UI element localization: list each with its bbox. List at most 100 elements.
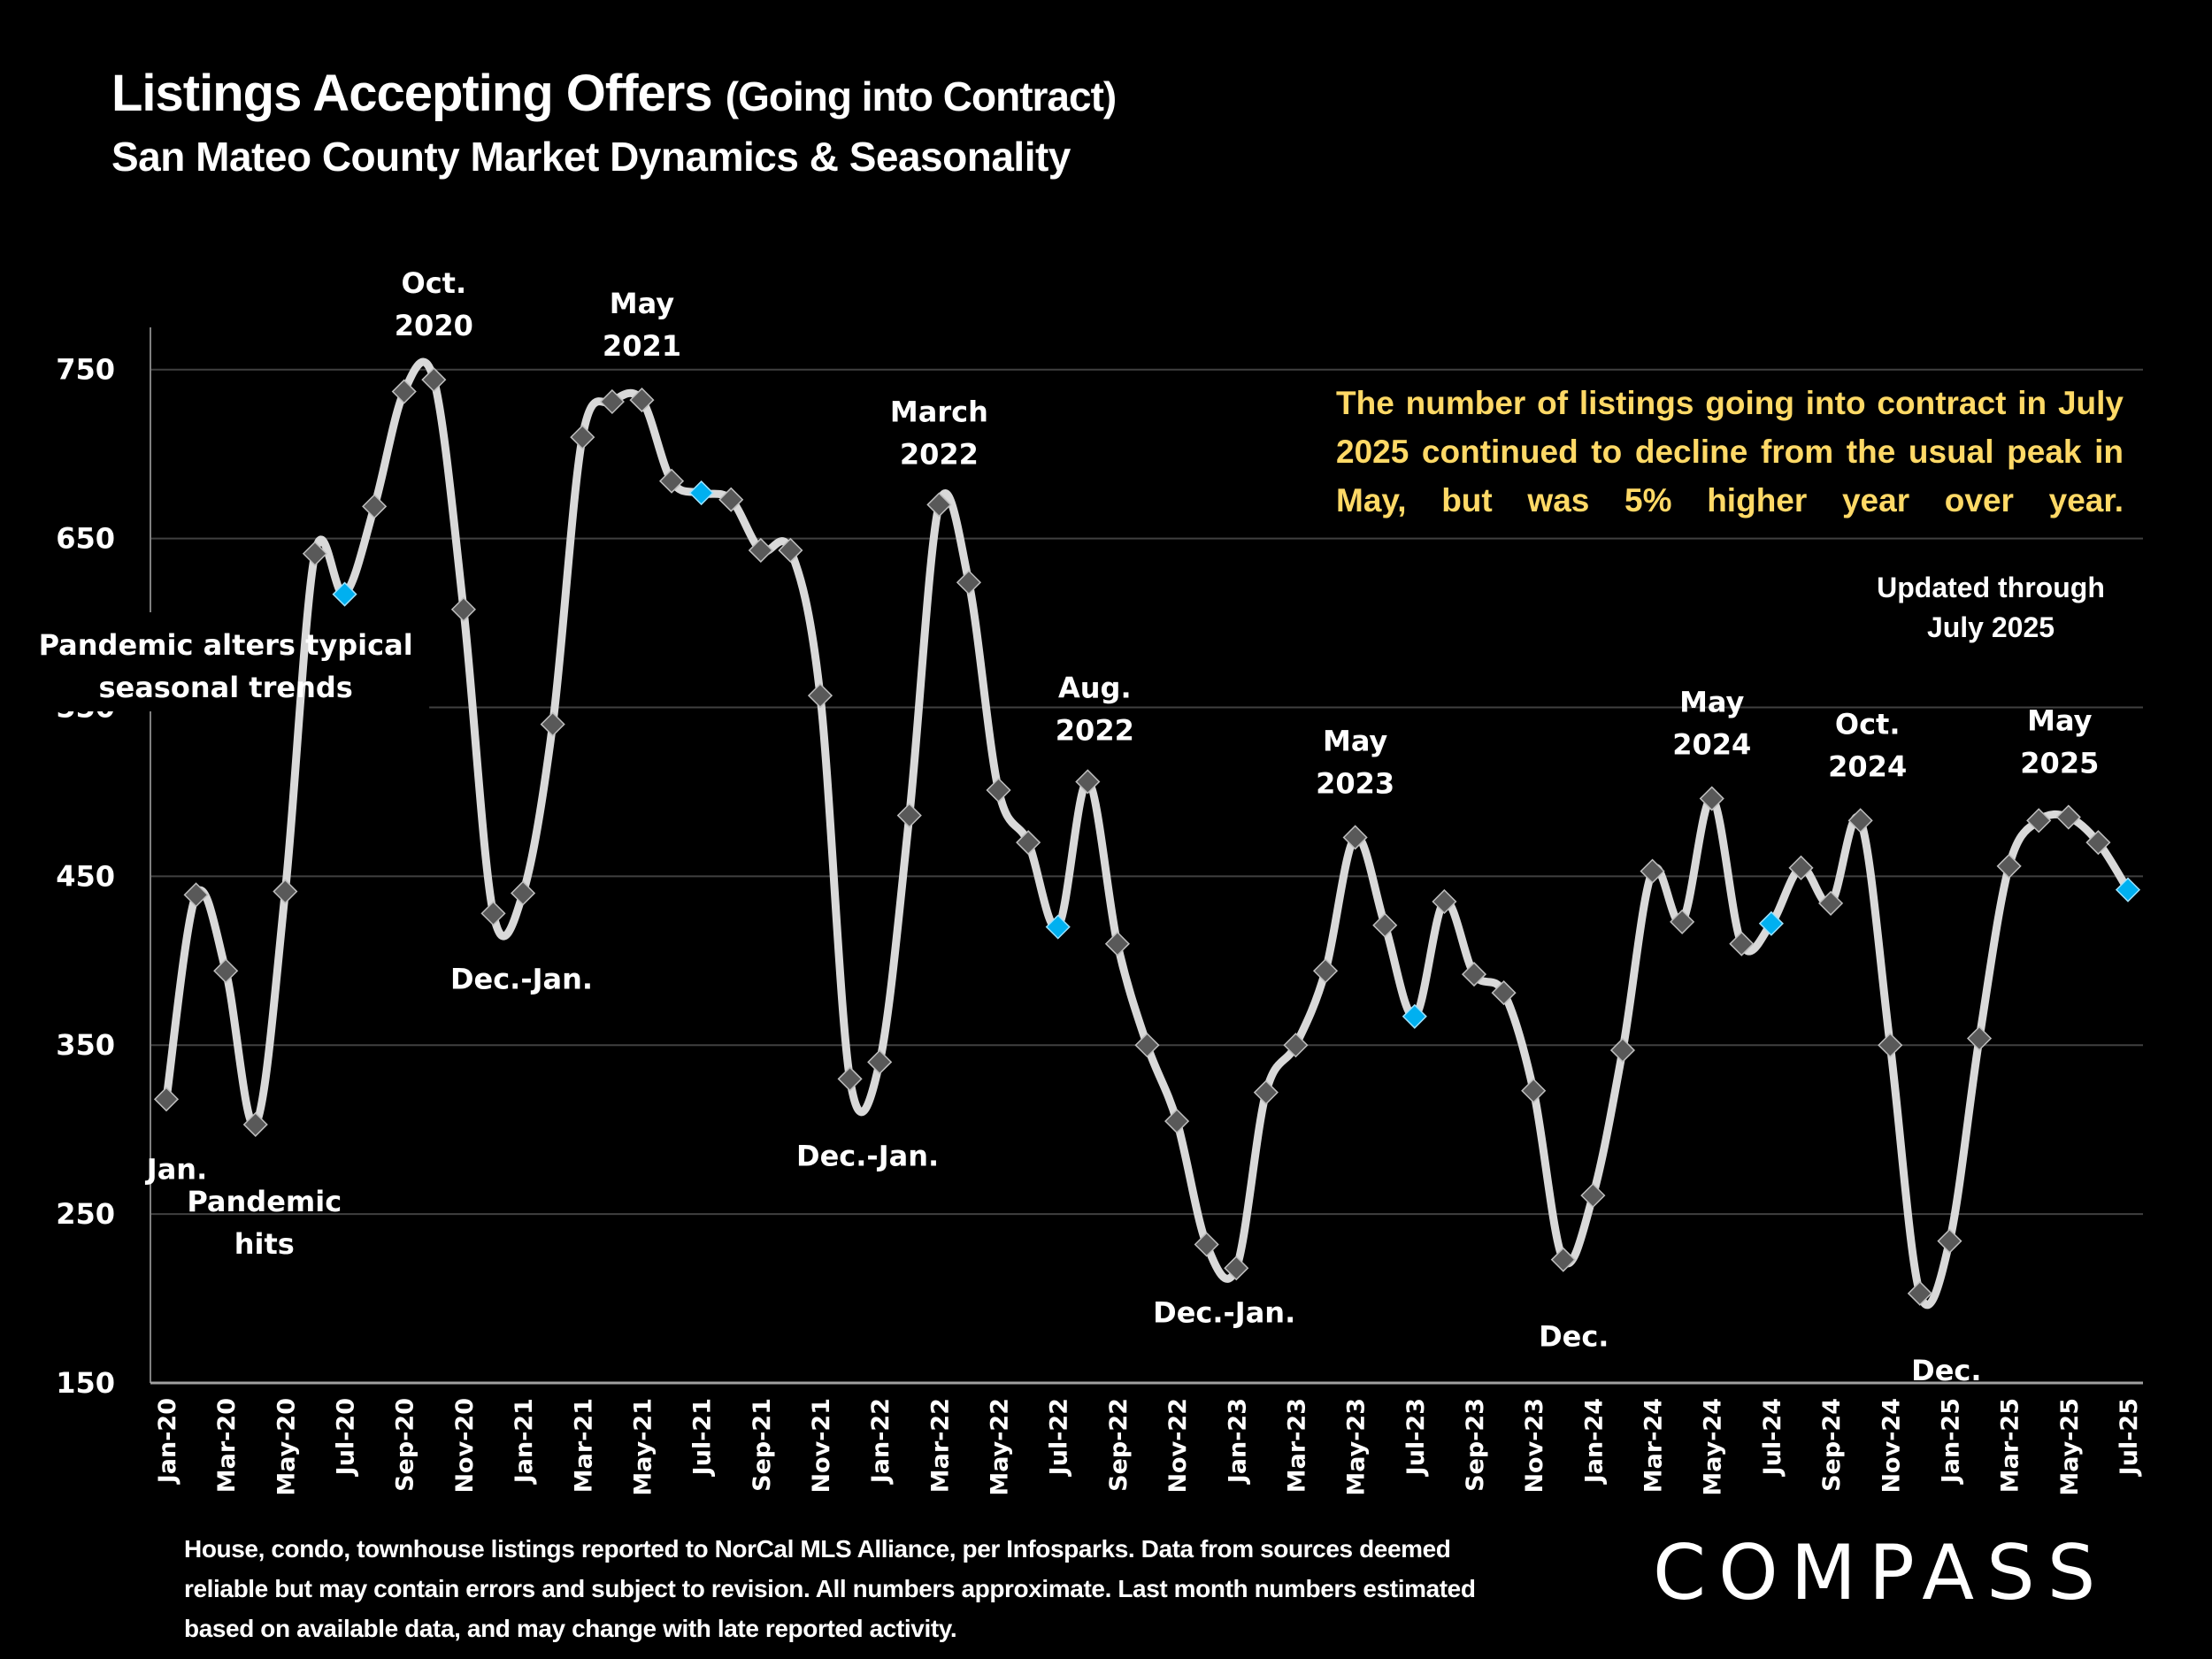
x-tick-label: Jul-21 bbox=[689, 1398, 717, 1477]
title-paren: (Going into Contract) bbox=[725, 73, 1117, 119]
y-tick-label: 450 bbox=[56, 859, 115, 893]
highlighted-data-point bbox=[1045, 914, 1071, 940]
data-point bbox=[1164, 1109, 1190, 1134]
annotation-label: Pandemic alters typical bbox=[39, 628, 413, 662]
data-point bbox=[1640, 858, 1665, 884]
annotation-label: May bbox=[2027, 704, 2092, 738]
data-point bbox=[1878, 1033, 1903, 1058]
data-point bbox=[807, 683, 833, 709]
data-point bbox=[2085, 830, 2111, 856]
data-point bbox=[1283, 1033, 1309, 1058]
x-tick-label: Jul-23 bbox=[1402, 1398, 1430, 1477]
data-point bbox=[1075, 769, 1101, 795]
annotation-label: May bbox=[1323, 724, 1387, 757]
annotation-backgrounds bbox=[22, 612, 430, 711]
data-point bbox=[2055, 804, 2081, 830]
data-point bbox=[629, 388, 655, 413]
y-tick-label: 750 bbox=[56, 353, 115, 387]
data-point bbox=[302, 541, 328, 566]
x-tick-label: May-20 bbox=[273, 1398, 300, 1496]
x-tick-label: Mar-25 bbox=[1997, 1398, 2024, 1493]
data-point bbox=[1432, 888, 1457, 915]
data-point bbox=[362, 494, 388, 519]
data-point bbox=[480, 901, 506, 926]
x-tick-label: Mar-23 bbox=[1283, 1398, 1310, 1493]
annotation-label: 2022 bbox=[1056, 713, 1134, 747]
x-axis: Jan-20 Mar-20 May-20 Jul-20 Sep-20 Nov-20 Jan-… bbox=[150, 1381, 2143, 1496]
data-point bbox=[1609, 1037, 1636, 1064]
annotation-label: Aug. bbox=[1058, 671, 1132, 704]
annotation-label: March bbox=[890, 395, 988, 428]
x-tick-label: Sep-20 bbox=[392, 1398, 419, 1492]
data-point bbox=[2026, 808, 2052, 833]
data-point bbox=[1461, 962, 1487, 987]
updated-line-2: July 2025 bbox=[1926, 611, 2055, 643]
data-point bbox=[1580, 1183, 1606, 1209]
annotation-label: Dec.-Jan. bbox=[1153, 1295, 1295, 1329]
annotation-label: Oct. bbox=[1835, 707, 1901, 741]
data-point bbox=[896, 803, 922, 828]
data-point bbox=[273, 879, 298, 904]
data-point bbox=[1372, 912, 1398, 938]
x-tick-label: Jan-23 bbox=[1224, 1398, 1251, 1485]
y-tick-label: 150 bbox=[56, 1366, 115, 1400]
highlighted-data-point bbox=[2115, 877, 2141, 902]
data-point bbox=[1312, 958, 1339, 984]
x-tick-label: Mar-22 bbox=[926, 1398, 954, 1493]
x-tick-label: Sep-24 bbox=[1818, 1398, 1846, 1492]
annotation-label: Dec. bbox=[1911, 1354, 1981, 1387]
data-point bbox=[837, 1066, 863, 1092]
data-point bbox=[1847, 808, 1873, 833]
x-tick-label: Sep-21 bbox=[749, 1398, 776, 1492]
data-point bbox=[1996, 853, 2022, 879]
x-tick-label: May-25 bbox=[2056, 1398, 2084, 1496]
data-point bbox=[213, 958, 239, 984]
x-tick-label: Nov-24 bbox=[1878, 1398, 1905, 1494]
data-markers bbox=[153, 367, 2141, 1306]
x-tick-label: Jan-24 bbox=[1580, 1398, 1608, 1485]
annotation-label: 2022 bbox=[900, 437, 979, 471]
data-point bbox=[1521, 1078, 1547, 1103]
annotation-label: Jan. bbox=[145, 1152, 207, 1186]
annotation-label: 2020 bbox=[395, 309, 473, 342]
annotation-label: May bbox=[1679, 686, 1744, 719]
data-point bbox=[1907, 1280, 1932, 1306]
x-tick-label: May-21 bbox=[629, 1398, 657, 1496]
data-point bbox=[1937, 1228, 1962, 1254]
annotation-label: 2021 bbox=[603, 329, 681, 363]
data-point bbox=[748, 537, 773, 564]
data-point bbox=[778, 537, 803, 564]
x-tick-label: May-23 bbox=[1343, 1398, 1371, 1496]
x-tick-label: Jan-25 bbox=[1937, 1398, 1964, 1485]
data-point bbox=[391, 379, 417, 404]
data-point bbox=[956, 570, 982, 595]
y-tick-label: 650 bbox=[56, 522, 115, 556]
y-axis: 150250350450550650750 bbox=[56, 327, 151, 1400]
annotation-label: Dec. bbox=[1539, 1320, 1609, 1354]
title-main: Listings Accepting Offers bbox=[111, 65, 713, 122]
x-tick-label: Jul-22 bbox=[1046, 1398, 1073, 1477]
annotation-label: Dec.-Jan. bbox=[450, 962, 593, 995]
data-point bbox=[1670, 909, 1695, 934]
x-tick-label: May-24 bbox=[1700, 1398, 1727, 1496]
data-point bbox=[570, 425, 595, 450]
x-tick-label: May-22 bbox=[987, 1398, 1014, 1496]
chart-title: Listings Accepting Offers (Going into Co… bbox=[111, 64, 1117, 123]
data-point bbox=[599, 388, 625, 415]
data-point bbox=[1550, 1247, 1576, 1272]
data-point bbox=[1729, 931, 1755, 956]
data-point bbox=[1966, 1025, 1993, 1051]
x-tick-label: Jul-20 bbox=[333, 1398, 360, 1477]
data-point bbox=[511, 880, 536, 906]
x-tick-label: Jul-25 bbox=[2116, 1398, 2143, 1477]
annotation-label: Pandemic bbox=[187, 1185, 342, 1218]
x-tick-label: Nov-23 bbox=[1521, 1398, 1548, 1494]
compass-logo: COMPASS bbox=[1653, 1529, 2108, 1617]
gridlines bbox=[150, 368, 2143, 1216]
x-tick-label: Jan-21 bbox=[511, 1398, 538, 1485]
annotation-label: 2023 bbox=[1316, 766, 1394, 800]
data-point bbox=[1818, 890, 1844, 916]
highlighted-data-point bbox=[1402, 1003, 1427, 1029]
annotation-label: May bbox=[610, 287, 674, 320]
